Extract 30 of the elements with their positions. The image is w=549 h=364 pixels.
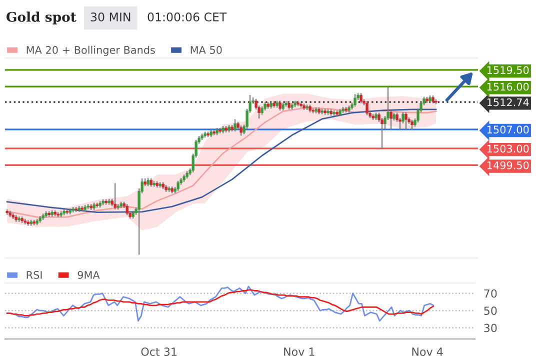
legend-label: MA 20 + Bollinger Bands xyxy=(26,46,155,56)
candlestick xyxy=(404,112,408,130)
y-tick-label: 50 xyxy=(484,306,497,315)
candlestick xyxy=(114,183,116,210)
candlestick xyxy=(176,180,180,191)
y-tick-label: 1516.00 xyxy=(487,82,529,91)
y-tick-label: 1503.00 xyxy=(487,144,529,153)
legend-label: 9MA xyxy=(78,271,100,279)
y-tick-label: 70 xyxy=(484,289,497,298)
x-tick-label: Oct 31 xyxy=(141,348,176,356)
text: 01:00:06 CET xyxy=(148,12,227,22)
y-tick-label: 1519.50 xyxy=(487,66,529,74)
x-tick-label: Nov 1 xyxy=(284,348,314,356)
candlestick xyxy=(126,204,128,216)
x-tick-label: Nov 4 xyxy=(412,348,443,356)
line-series xyxy=(6,289,434,316)
y-tick-label: 1512.74 xyxy=(487,98,529,106)
chart-title: Gold spot xyxy=(6,12,76,24)
candlestick xyxy=(410,120,414,130)
candlestick xyxy=(240,126,242,136)
y-tick-label: 1507.00 xyxy=(487,126,529,134)
chart-subtitle: 30 MIN xyxy=(90,12,130,22)
legend-label: MA 50 xyxy=(190,46,222,54)
candlestick xyxy=(360,93,362,104)
legend-label: RSI xyxy=(26,271,42,279)
candlestick xyxy=(234,119,236,132)
candlestick xyxy=(354,94,356,107)
y-tick-label: 1499.50 xyxy=(487,161,529,170)
y-tick-label: 30 xyxy=(484,324,497,332)
candlestick xyxy=(366,101,368,116)
